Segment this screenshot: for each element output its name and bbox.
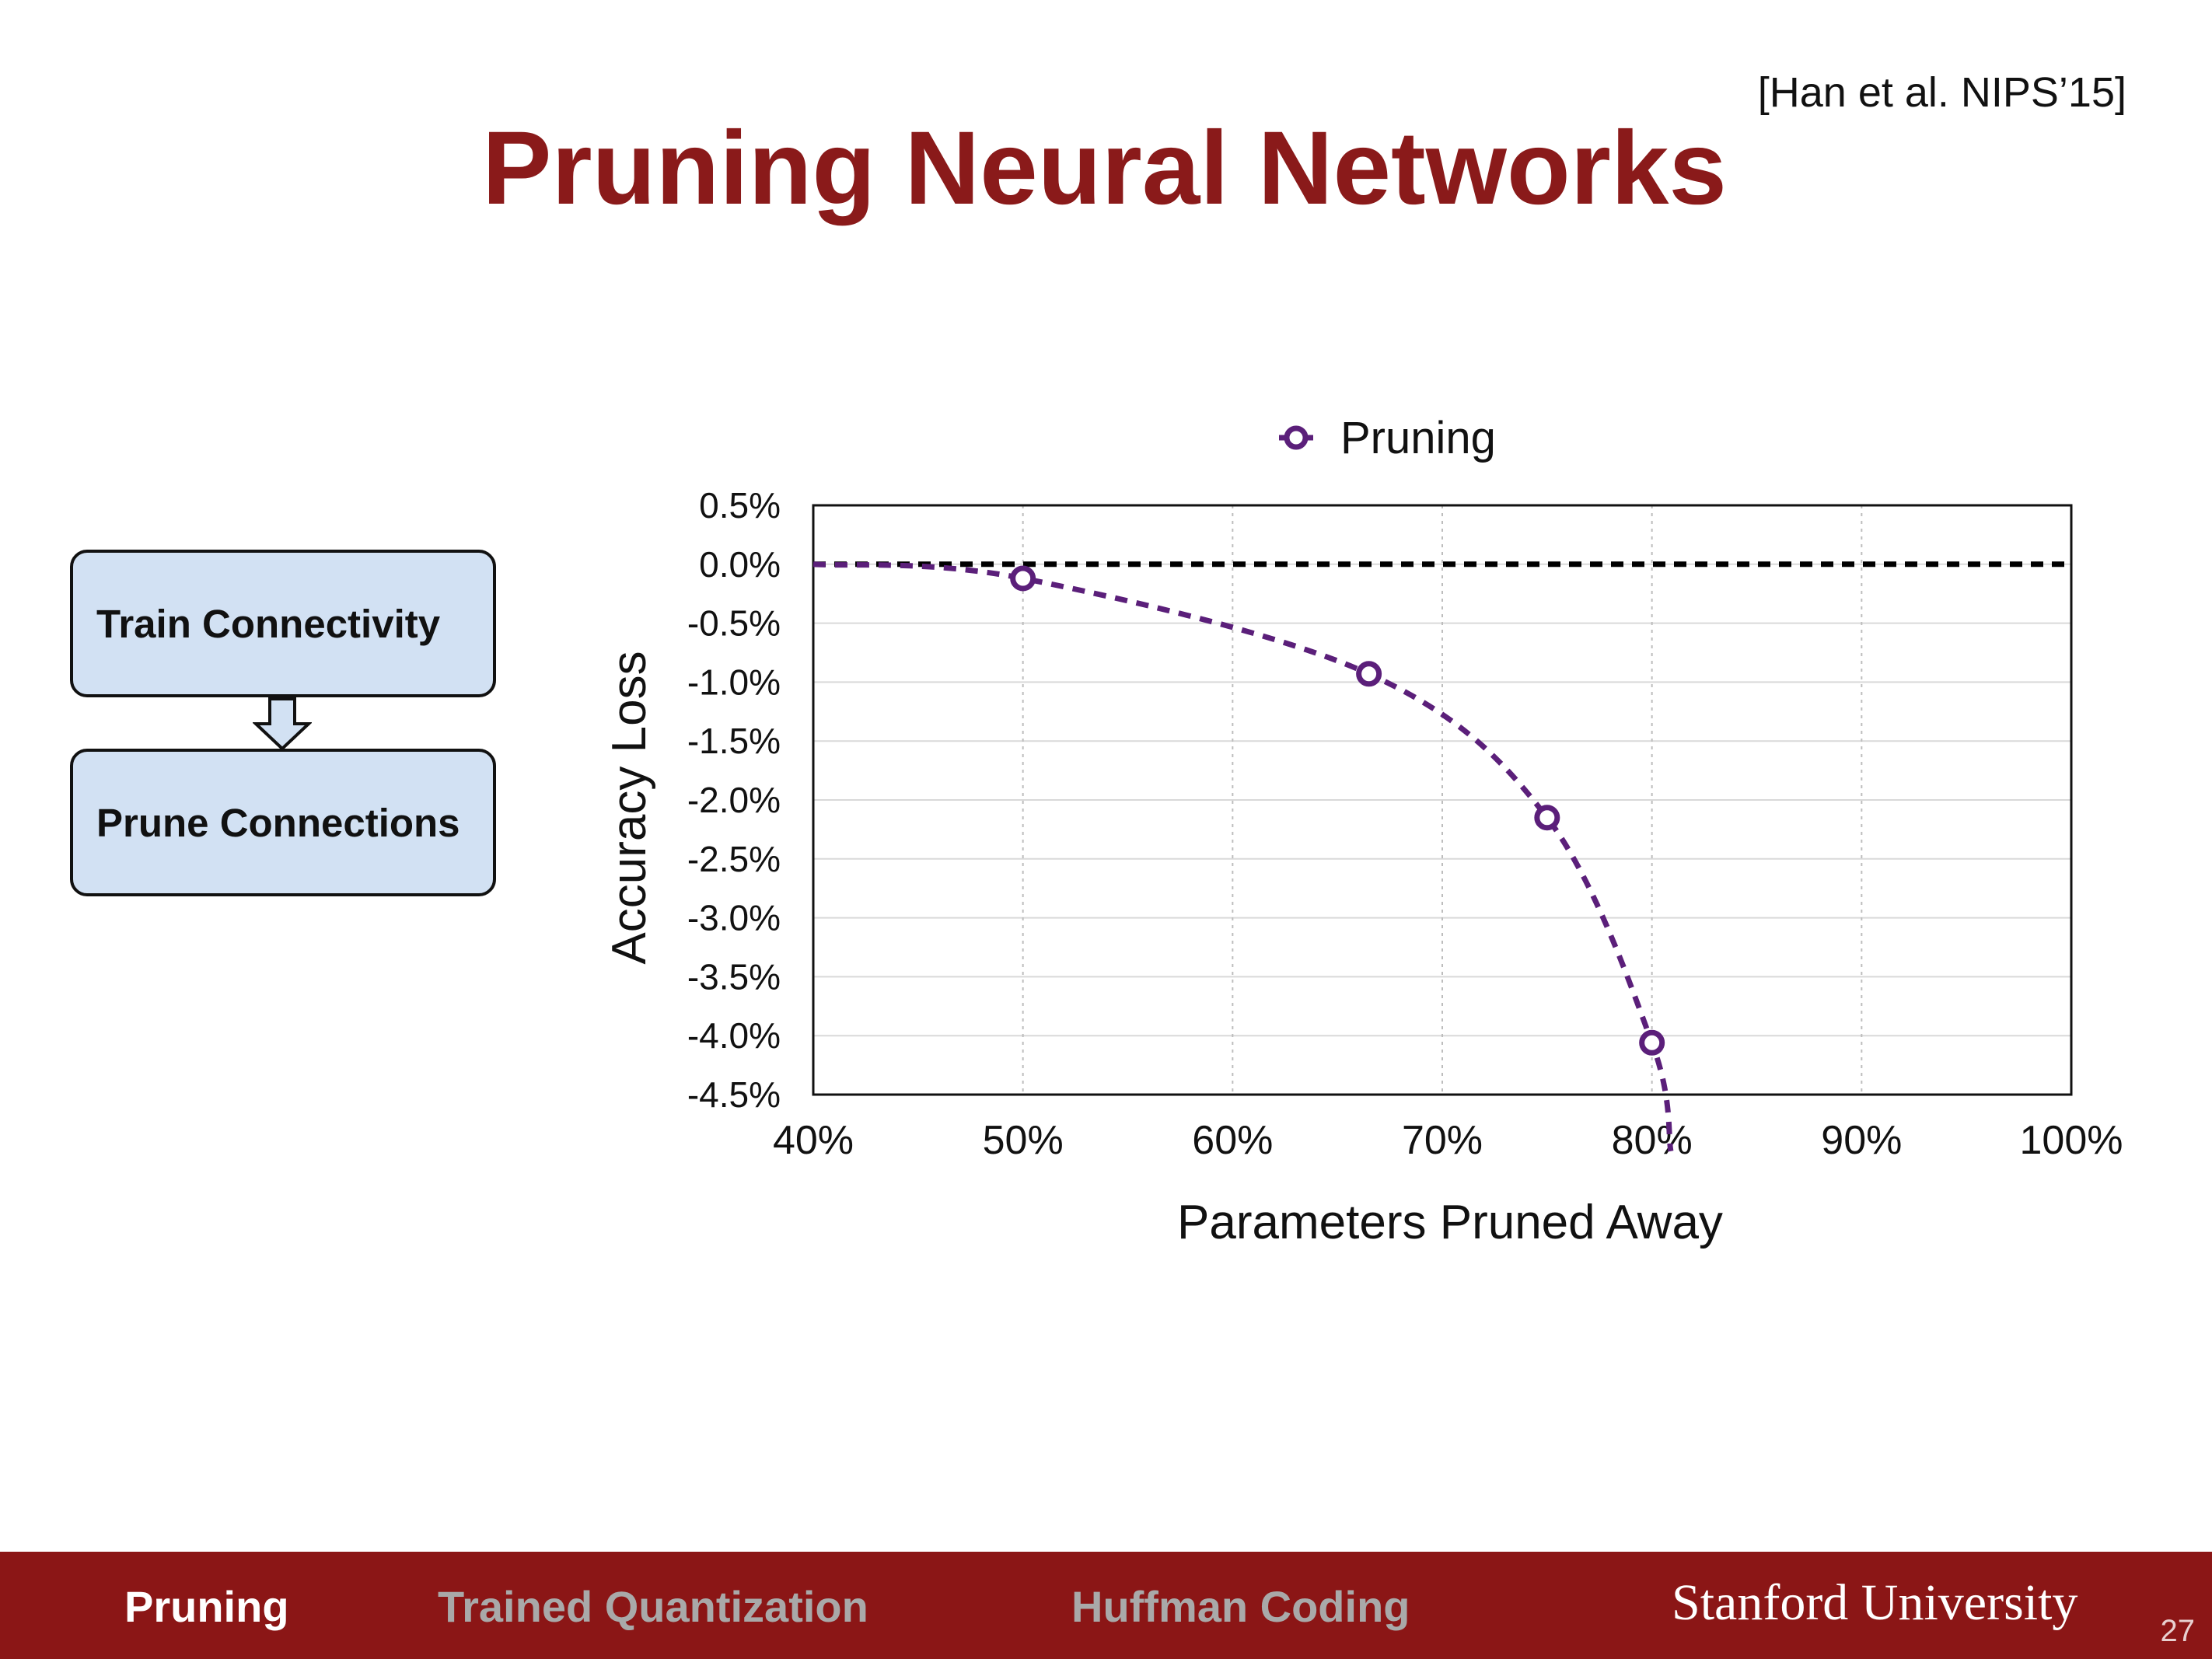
y-tick-label: -3.5% [687, 956, 781, 997]
y-tick-label: 0.0% [699, 544, 781, 585]
y-tick-label: -3.0% [687, 898, 781, 938]
down-arrow-icon [253, 697, 312, 751]
x-tick-label: 40% [773, 1118, 854, 1163]
footer-item-pruning: Pruning [124, 1582, 289, 1631]
plot-frame [812, 504, 2073, 1096]
x-tick-label: 90% [1821, 1118, 1902, 1163]
flow-step-train-label: Train Connectivity [96, 601, 441, 646]
y-axis-label: Accuracy Loss [603, 651, 656, 964]
x-tick-label: 80% [1612, 1118, 1693, 1163]
x-tick-label: 100% [2020, 1118, 2123, 1163]
x-tick-label: 50% [983, 1118, 1064, 1163]
y-tick-label: -4.5% [687, 1074, 781, 1115]
flow-step-prune: Prune Connections [70, 749, 496, 896]
y-tick-label: -1.0% [687, 662, 781, 702]
footer-bar: Pruning Trained Quantization Huffman Cod… [0, 1552, 2212, 1659]
accuracy-loss-chart: 0.5% 0.0% -0.5% -1.0% -1.5% -2.0% -2.5% -3.0% -3… [603, 413, 2123, 1249]
y-tick-label: -4.0% [687, 1015, 781, 1056]
flow-step-prune-label: Prune Connections [96, 800, 460, 845]
y-tick-label: 0.5% [699, 485, 781, 526]
x-axis-label: Parameters Pruned Away [1177, 1196, 1723, 1249]
data-point-pruning [1534, 805, 1560, 831]
footer-item-huffman-coding: Huffman Coding [1071, 1582, 1410, 1631]
series-line-pruning [812, 561, 1674, 1152]
footer-item-trained-quantization: Trained Quantization [438, 1582, 868, 1631]
slide-title: Pruning Neural Networks [0, 109, 2212, 228]
legend-marker [1284, 425, 1309, 450]
y-tick-label: -2.0% [687, 780, 781, 820]
data-point-pruning [1010, 565, 1036, 592]
data-point-pruning [1639, 1029, 1665, 1056]
y-tick-label: -0.5% [687, 603, 781, 644]
y-tick-label: -2.5% [687, 839, 781, 879]
y-tick-label: -1.5% [687, 721, 781, 761]
x-tick-label: 70% [1402, 1118, 1483, 1163]
slide-title-text: Pruning Neural Networks [482, 110, 1727, 226]
stanford-logo: Stanford University [1672, 1574, 2078, 1631]
legend-label: Pruning [1340, 413, 1496, 463]
page-number: 27 [2160, 1614, 2196, 1648]
x-tick-label: 60% [1192, 1118, 1273, 1163]
flow-step-train: Train Connectivity [70, 550, 496, 697]
data-point-pruning [1356, 661, 1382, 687]
citation: [Han et al. NIPS’15] [1757, 69, 2126, 116]
